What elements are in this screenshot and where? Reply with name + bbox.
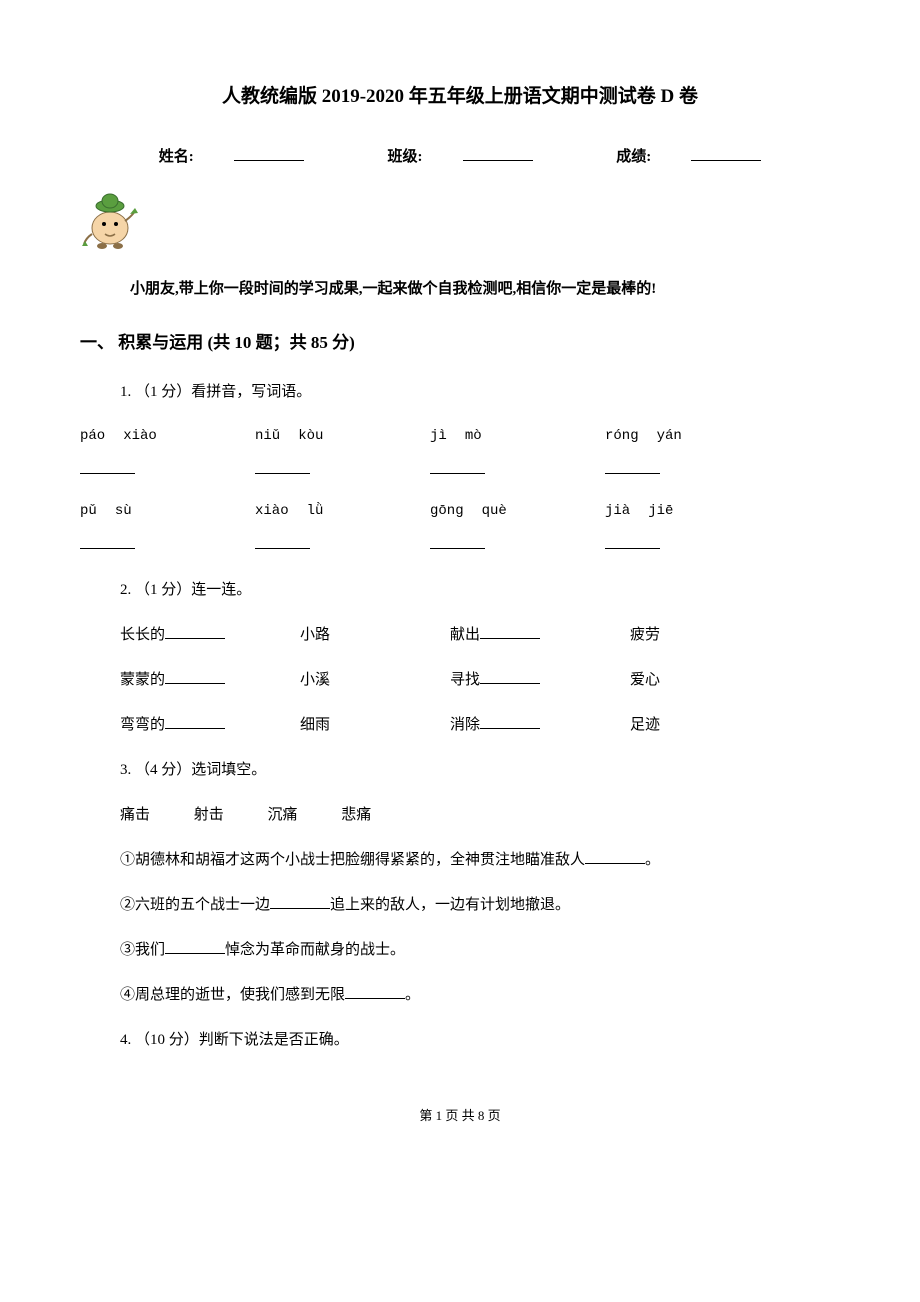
score-label: 成绩: xyxy=(596,149,781,165)
question-3: 3. （4 分）选词填空。 xyxy=(120,757,840,784)
question-4: 4. （10 分）判断下说法是否正确。 xyxy=(120,1027,840,1054)
pinyin-row-1: páoxiào niǔkòu jìmò róngyán xyxy=(80,424,840,449)
q3-sub4: ④周总理的逝世，使我们感到无限。 xyxy=(120,982,840,1009)
pinyin-row-2: pǔsù xiàolǜ gōngquè jiàjiē xyxy=(80,499,840,524)
blank-row-1 xyxy=(80,457,840,484)
student-info-line: 姓名: 班级: 成绩: xyxy=(80,144,840,171)
intro-text: 小朋友,带上你一段时间的学习成果,一起来做个自我检测吧,相信你一定是最棒的! xyxy=(130,276,840,303)
match-row-2: 蒙蒙的 小溪 寻找 爱心 xyxy=(120,667,840,694)
class-label: 班级: xyxy=(368,149,553,165)
name-label: 姓名: xyxy=(139,149,324,165)
q3-sub3: ③我们悼念为革命而献身的战士。 xyxy=(120,937,840,964)
question-1: 1. （1 分）看拼音，写词语。 xyxy=(120,379,840,406)
section-1-heading: 一、 积累与运用 (共 10 题；共 85 分) xyxy=(80,328,840,359)
page-footer: 第 1 页 共 8 页 xyxy=(80,1104,840,1127)
exam-title: 人教统编版 2019-2020 年五年级上册语文期中测试卷 D 卷 xyxy=(80,80,840,114)
match-row-3: 弯弯的 细雨 消除 足迹 xyxy=(120,712,840,739)
word-options: 痛击 射击 沉痛 悲痛 xyxy=(120,802,840,829)
blank-row-2 xyxy=(80,532,840,559)
mascot-icon xyxy=(80,186,150,256)
q3-sub2: ②六班的五个战士一边追上来的敌人，一边有计划地撤退。 xyxy=(120,892,840,919)
question-2: 2. （1 分）连一连。 xyxy=(120,577,840,604)
q3-sub1: ①胡德林和胡福才这两个小战士把脸绷得紧紧的，全神贯注地瞄准敌人。 xyxy=(120,847,840,874)
match-row-1: 长长的 小路 献出 疲劳 xyxy=(120,622,840,649)
